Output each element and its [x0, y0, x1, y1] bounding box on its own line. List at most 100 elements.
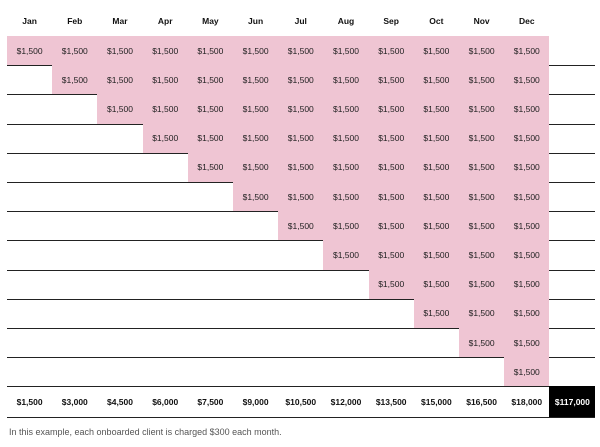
payment-cell: $1,500 [187, 123, 233, 153]
month-header: Jun [248, 16, 264, 26]
payment-cell: $1,500 [278, 211, 324, 241]
payment-cell: $1,500 [323, 152, 369, 182]
payment-cell: $1,500 [368, 240, 414, 270]
payment-cell: $1,500 [233, 36, 279, 66]
payment-cell: $1,500 [504, 269, 550, 299]
payment-cell: $1,500 [187, 36, 233, 66]
payment-cell: $1,500 [413, 211, 459, 241]
monthly-total: $3,000 [61, 397, 88, 408]
payment-cell: $1,500 [413, 182, 459, 212]
payment-cell: $1,500 [52, 65, 98, 95]
payment-cell: $1,500 [187, 152, 233, 182]
row-divider [7, 386, 595, 388]
payment-cell: $1,500 [504, 211, 550, 241]
payment-cell: $1,500 [413, 298, 459, 328]
payment-cell: $1,500 [459, 152, 505, 182]
payment-cell: $1,500 [233, 182, 279, 212]
payment-cell: $1,500 [323, 211, 369, 241]
payment-cell: $1,500 [459, 182, 505, 212]
payment-cell: $1,500 [459, 269, 505, 299]
payment-cell: $1,500 [368, 94, 414, 124]
payment-cell: $1,500 [459, 298, 505, 328]
bottom-rule [7, 417, 595, 419]
payment-cell: $1,500 [459, 240, 505, 270]
row-divider [7, 298, 595, 300]
payment-cell: $1,500 [323, 123, 369, 153]
payment-cell: $1,500 [368, 65, 414, 95]
payment-cell: $1,500 [504, 298, 550, 328]
monthly-total: $4,500 [106, 397, 133, 408]
payment-cell: $1,500 [278, 36, 324, 66]
month-header: Jul [294, 16, 307, 26]
month-header: Oct [429, 16, 444, 26]
payment-cell: $1,500 [187, 65, 233, 95]
monthly-total: $15,000 [421, 397, 452, 408]
payment-cell: $1,500 [97, 94, 143, 124]
month-header: Jan [22, 16, 37, 26]
monthly-total: $7,500 [197, 397, 224, 408]
payment-cell: $1,500 [504, 94, 550, 124]
payment-cell: $1,500 [413, 152, 459, 182]
monthly-total: $9,000 [242, 397, 269, 408]
payment-cell: $1,500 [504, 357, 550, 387]
row-divider [7, 328, 595, 329]
payment-cell: $1,500 [52, 36, 98, 66]
monthly-total: $18,000 [511, 397, 543, 408]
month-header: Nov [473, 16, 490, 26]
payment-cell: $1,500 [368, 269, 414, 299]
monthly-total: $16,500 [466, 397, 497, 408]
payment-cell: $1,500 [368, 36, 414, 66]
payment-cell: $1,500 [142, 123, 188, 153]
payment-cell: $1,500 [368, 152, 414, 182]
payment-cell: $1,500 [278, 182, 324, 212]
payment-cell: $1,500 [459, 328, 505, 358]
payment-cell: $1,500 [97, 65, 143, 95]
payment-cell: $1,500 [233, 123, 279, 153]
row-divider [7, 357, 595, 359]
payment-cell: $1,500 [187, 94, 233, 124]
payment-cell: $1,500 [413, 240, 459, 270]
month-header: Mar [112, 16, 128, 26]
row-divider [7, 240, 595, 242]
payment-cell: $1,500 [323, 36, 369, 66]
monthly-total: $12,000 [330, 397, 362, 408]
payment-cell: $1,500 [278, 123, 324, 153]
payment-cell: $1,500 [368, 211, 414, 241]
payment-cell: $1,500 [323, 65, 369, 95]
payment-cell: $1,500 [278, 94, 324, 124]
grand-total: $117,000 [549, 386, 596, 418]
payment-cell: $1,500 [459, 123, 505, 153]
monthly-total: $1,500 [16, 397, 43, 408]
payment-cell: $1,500 [233, 65, 279, 95]
footnote: In this example, each onboarded client i… [9, 427, 282, 437]
payment-cell: $1,500 [413, 269, 459, 299]
payment-cell: $1,500 [142, 65, 188, 95]
payment-cell: $1,500 [504, 240, 550, 270]
payment-cell: $1,500 [504, 328, 550, 358]
month-header: Apr [157, 16, 173, 26]
payment-cell: $1,500 [142, 36, 188, 66]
monthly-total: $13,500 [375, 397, 407, 408]
payment-cell: $1,500 [368, 123, 414, 153]
payment-cell: $1,500 [459, 36, 505, 66]
payment-cell: $1,500 [413, 36, 459, 66]
row-divider [7, 269, 595, 271]
payment-cell: $1,500 [233, 94, 279, 124]
payment-cell: $1,500 [7, 36, 53, 66]
payment-cell: $1,500 [459, 211, 505, 241]
payment-cell: $1,500 [459, 94, 505, 124]
month-header: Sep [383, 16, 399, 26]
monthly-total: $10,500 [285, 397, 317, 408]
month-header: May [202, 16, 219, 26]
revenue-table: Jan Feb Mar Apr May Jun Jul Aug Sep Oct Nov Dec $1,5… [7, 6, 596, 419]
payment-cell: $1,500 [504, 123, 550, 153]
payment-cell: $1,500 [142, 94, 188, 124]
payment-cell: $1,500 [278, 152, 324, 182]
month-header: Dec [518, 16, 535, 26]
payment-cell: $1,500 [459, 65, 505, 95]
payment-cell: $1,500 [233, 152, 279, 182]
month-header: Feb [67, 16, 83, 26]
payment-cell: $1,500 [504, 36, 550, 66]
payment-cell: $1,500 [504, 65, 550, 95]
month-header: Aug [337, 16, 355, 26]
